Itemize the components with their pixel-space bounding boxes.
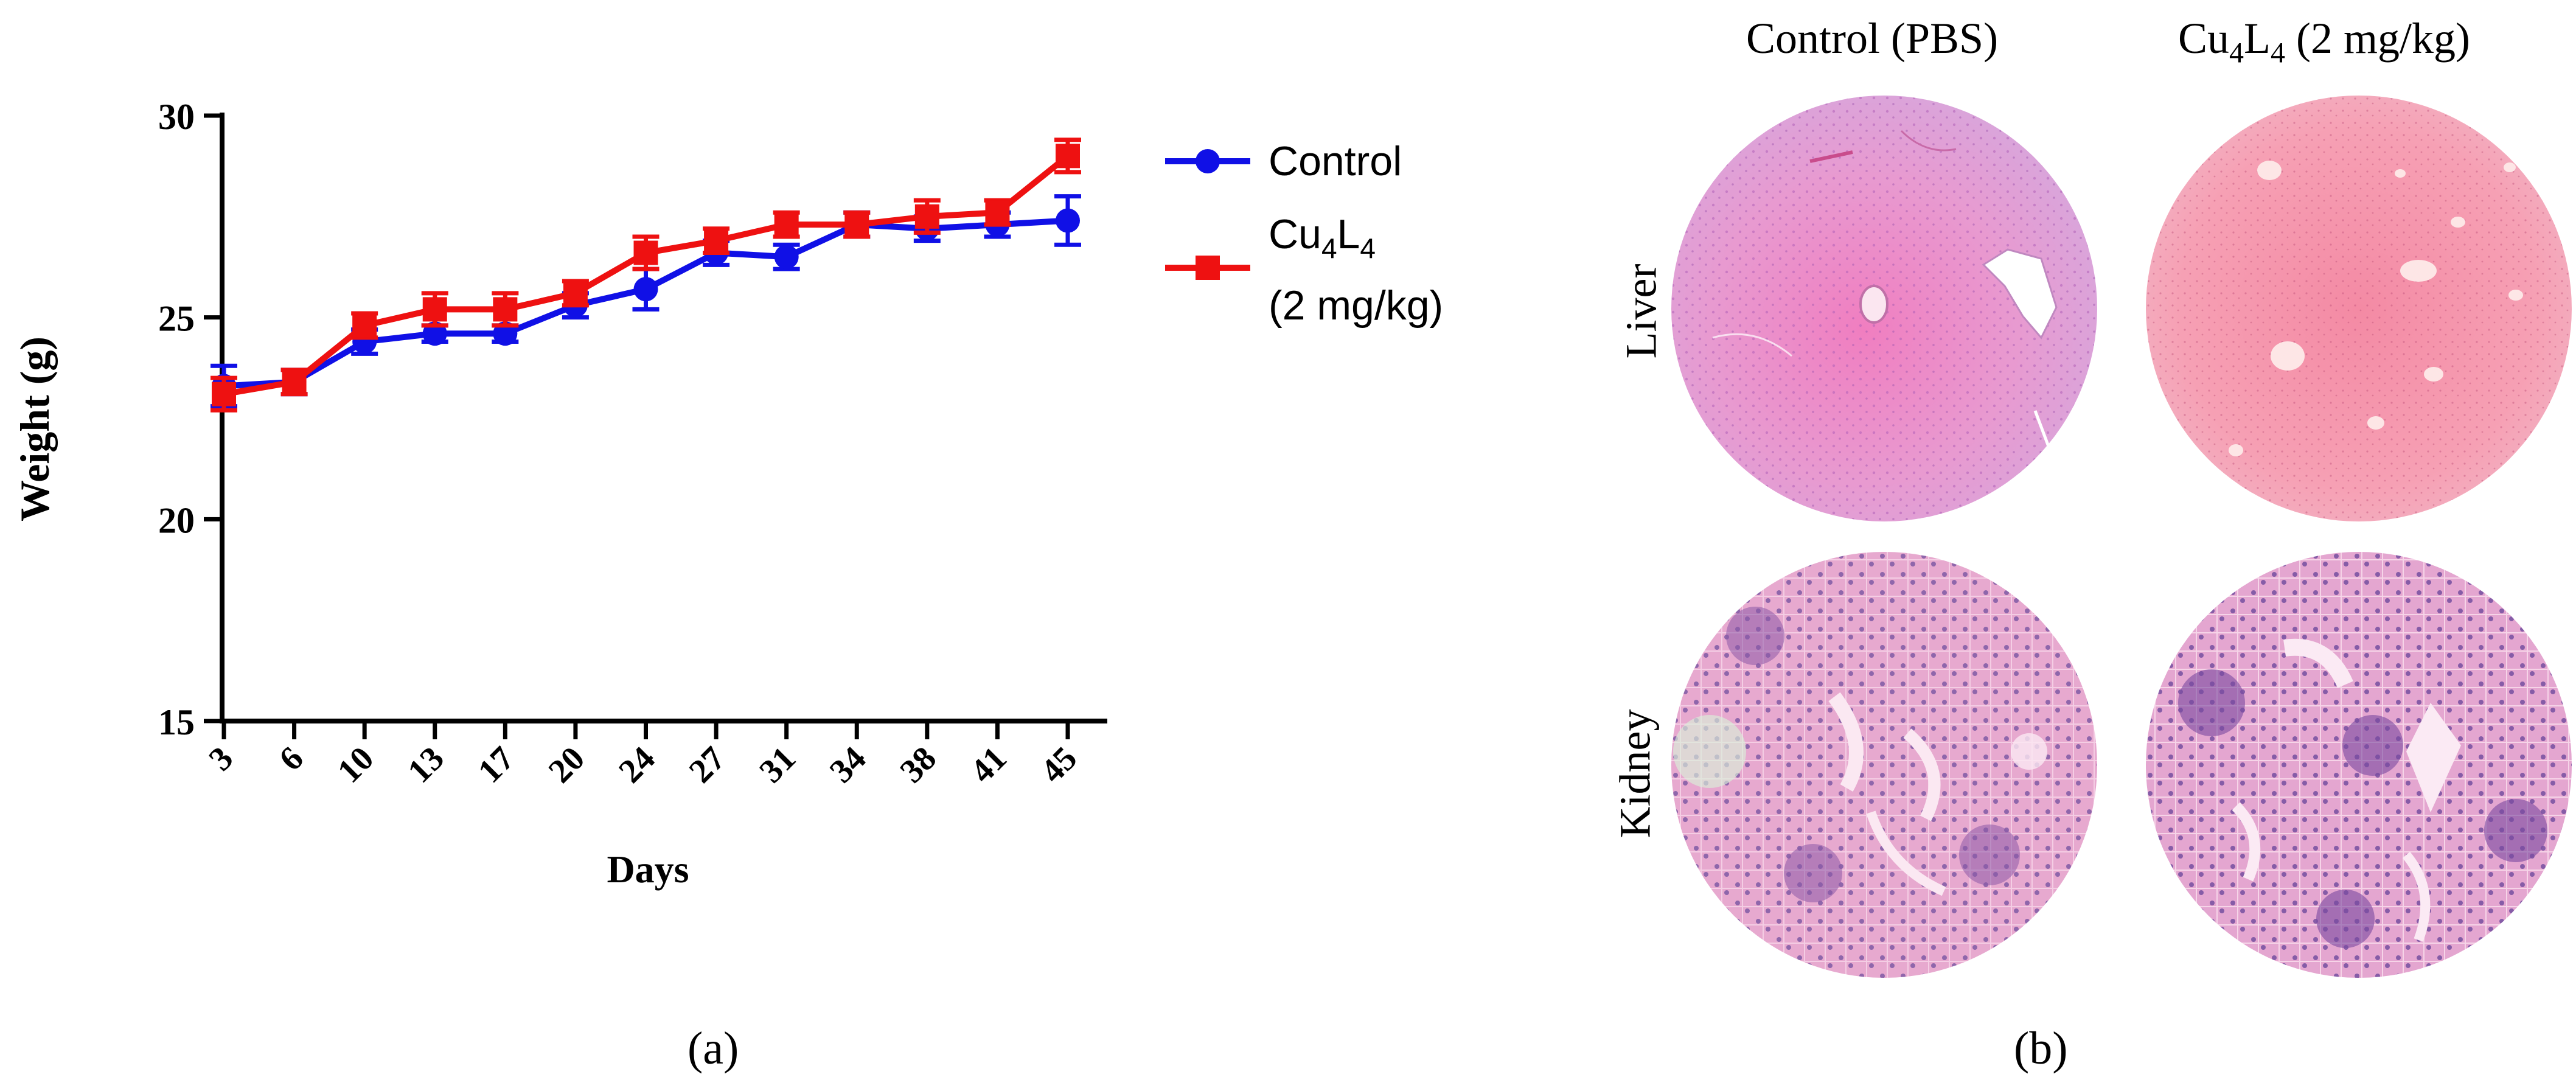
panel-a-caption: (a) — [688, 1023, 739, 1074]
row-label-kidney: Kidney — [1610, 709, 1660, 838]
y-tick-label: 30 — [158, 97, 195, 137]
data-point — [985, 200, 1010, 225]
chart-axes — [220, 113, 1107, 723]
y-tick-label: 25 — [158, 299, 195, 339]
data-point — [633, 240, 658, 265]
data-point — [422, 297, 447, 322]
legend-treated-dose: (2 mg/kg) — [1269, 282, 1443, 329]
liver-control-micrograph — [1671, 96, 2097, 521]
legend-treated-label: Cu4L4 — [1269, 211, 1376, 264]
x-tick-label: 34 — [823, 739, 873, 790]
weight-chart: 15 20 25 30 3 6 10 13 17 20 24 27 31 34 38 41 45 Weight … — [12, 97, 1107, 891]
kidney-treated-micrograph — [2146, 552, 2572, 978]
x-tick-label: 17 — [471, 739, 521, 790]
row-label-liver: Liver — [1617, 263, 1666, 359]
x-tick-label: 31 — [752, 739, 802, 790]
x-tick-label: 3 — [202, 739, 241, 778]
data-point — [352, 313, 377, 338]
data-point — [563, 281, 588, 305]
x-tick-label: 38 — [893, 739, 944, 790]
data-point — [774, 212, 799, 237]
legend-treated-marker — [1196, 256, 1220, 280]
x-tick-label: 24 — [611, 739, 662, 790]
x-tick-label: 13 — [401, 739, 451, 790]
chart-ticks: 15 20 25 30 3 6 10 13 17 20 24 27 31 34 38 41 45 — [158, 97, 1084, 790]
data-point — [212, 382, 236, 406]
column-header-control: Control (PBS) — [1746, 14, 1999, 63]
data-point — [1056, 144, 1080, 169]
x-tick-label: 45 — [1034, 739, 1084, 790]
data-point — [1056, 208, 1080, 233]
column-header-treated: Cu4L4 (2 mg/kg) — [2178, 14, 2470, 69]
x-tick-label: 20 — [541, 739, 592, 790]
series-control — [211, 194, 1081, 409]
data-point — [704, 228, 729, 253]
x-axis-label: Days — [607, 848, 689, 891]
legend-overlay: Control Cu4L4 (2 mg/kg) — [1165, 138, 1443, 329]
x-tick-label: 27 — [682, 739, 733, 790]
legend-control-marker — [1196, 149, 1220, 173]
x-tick-label: 10 — [330, 739, 381, 790]
kidney-control-micrograph — [1671, 552, 2097, 978]
liver-treated-micrograph — [2146, 96, 2572, 521]
legend-control-label: Control — [1269, 138, 1402, 184]
data-point — [282, 369, 307, 394]
chart-series — [211, 138, 1081, 413]
x-tick-label: 6 — [272, 739, 311, 778]
data-point — [844, 212, 869, 237]
y-tick-label: 20 — [158, 500, 195, 540]
data-point — [633, 277, 658, 302]
y-axis-label: Weight (g) — [12, 336, 58, 521]
data-point — [774, 245, 799, 270]
x-tick-label: 41 — [963, 739, 1014, 790]
data-point — [914, 204, 939, 229]
panel-b-caption: (b) — [2014, 1023, 2068, 1074]
data-point — [493, 297, 518, 322]
y-tick-label: 15 — [158, 702, 195, 742]
series-treated — [211, 138, 1081, 413]
